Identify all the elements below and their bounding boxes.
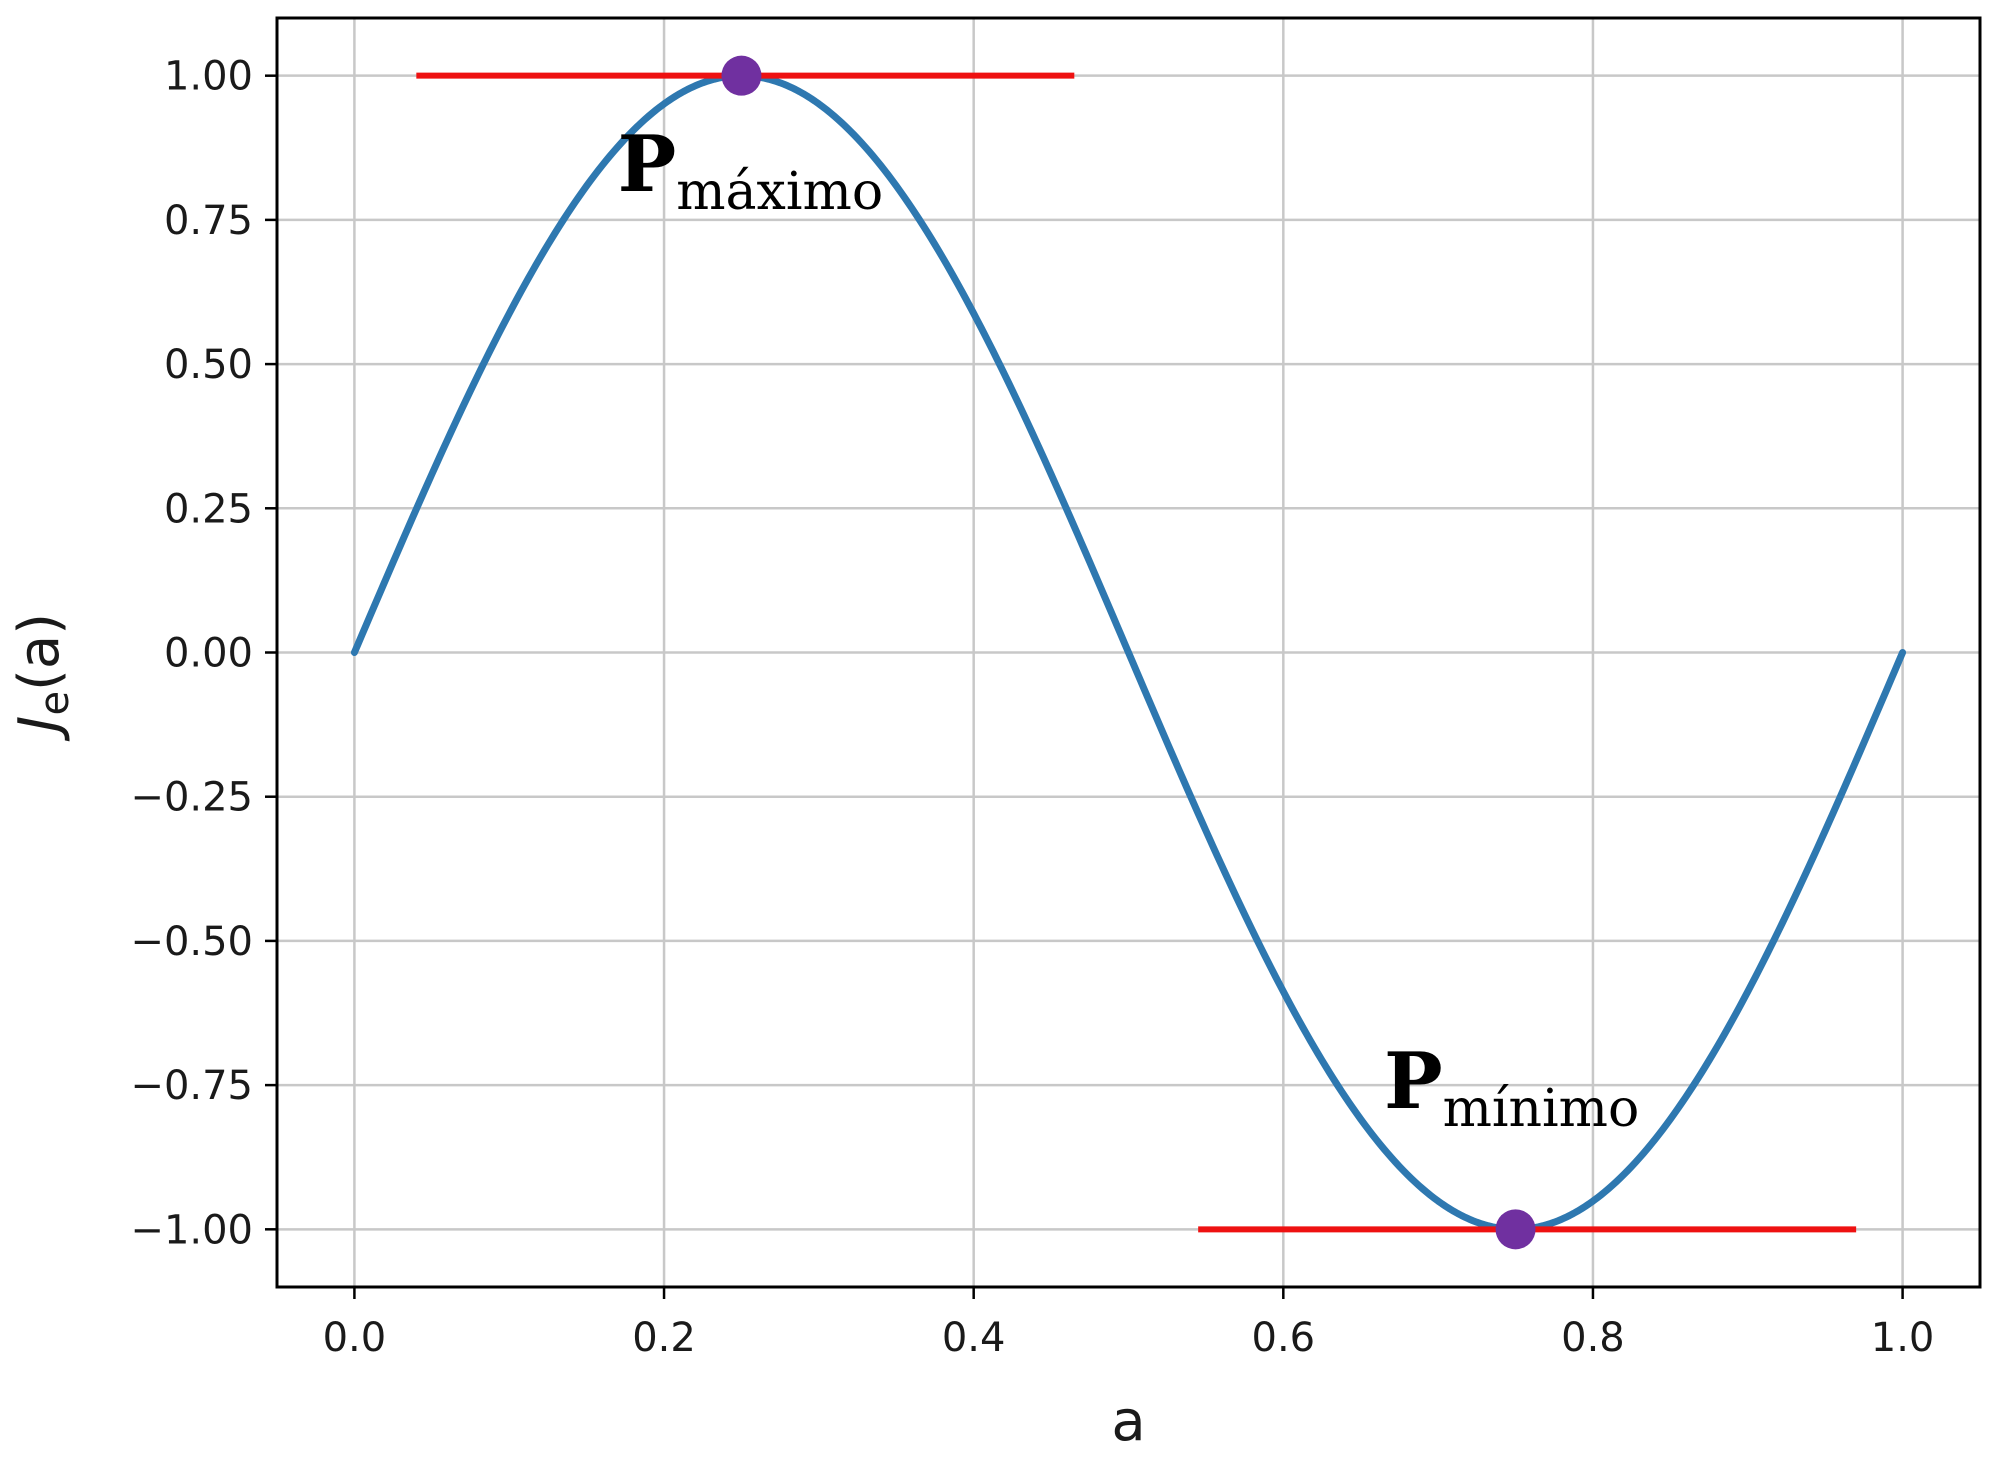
x-tick-label: 0.2	[632, 1315, 696, 1361]
extremum-marker	[1495, 1209, 1536, 1250]
x-tick-label: 0.6	[1252, 1315, 1316, 1361]
annotation-label: Pmáximo	[618, 119, 884, 222]
y-tick-label: 0.50	[164, 342, 253, 388]
extremum-marker	[721, 55, 762, 96]
x-tick-label: 0.0	[323, 1315, 387, 1361]
annotation-main: P	[618, 119, 677, 210]
series-layer	[350, 55, 1907, 1250]
series-line	[350, 72, 1907, 1233]
x-tick-label: 1.0	[1871, 1315, 1935, 1361]
annotation-label: Pmínimo	[1384, 1036, 1639, 1139]
y-tick-label: −0.75	[130, 1063, 253, 1109]
tick-marks	[265, 74, 1904, 1299]
y-tick-labels: 1.00 0.75 0.50 0.25 0.00 −0.25 −0.50 −0.75 −1.00	[130, 54, 253, 1254]
y-tick-label: −1.00	[130, 1207, 253, 1253]
y-axis-label: Je(a)	[7, 613, 78, 742]
annotation-subscript: máximo	[676, 162, 883, 222]
y-tick-label: −0.50	[130, 919, 253, 965]
y-tick-label: 0.25	[164, 486, 253, 532]
x-tick-labels: 0.0 0.2 0.4 0.6 0.8 1.0	[323, 1315, 1935, 1361]
y-tick-label: 0.00	[164, 631, 253, 677]
y-axis-label-main: J	[7, 716, 72, 743]
x-tick-label: 0.8	[1561, 1315, 1625, 1361]
y-axis-label-subscript: e	[32, 691, 78, 716]
y-tick-label: −0.25	[130, 775, 253, 821]
x-axis-label: a	[1111, 1389, 1145, 1454]
y-tick-label: 0.75	[164, 198, 253, 244]
x-tick-label: 0.4	[942, 1315, 1006, 1361]
annotation-main: P	[1384, 1036, 1443, 1127]
annotation-subscript: mínimo	[1443, 1079, 1640, 1139]
y-tick-label: 1.00	[164, 54, 253, 100]
y-axis-label-argument: (a)	[7, 613, 72, 691]
